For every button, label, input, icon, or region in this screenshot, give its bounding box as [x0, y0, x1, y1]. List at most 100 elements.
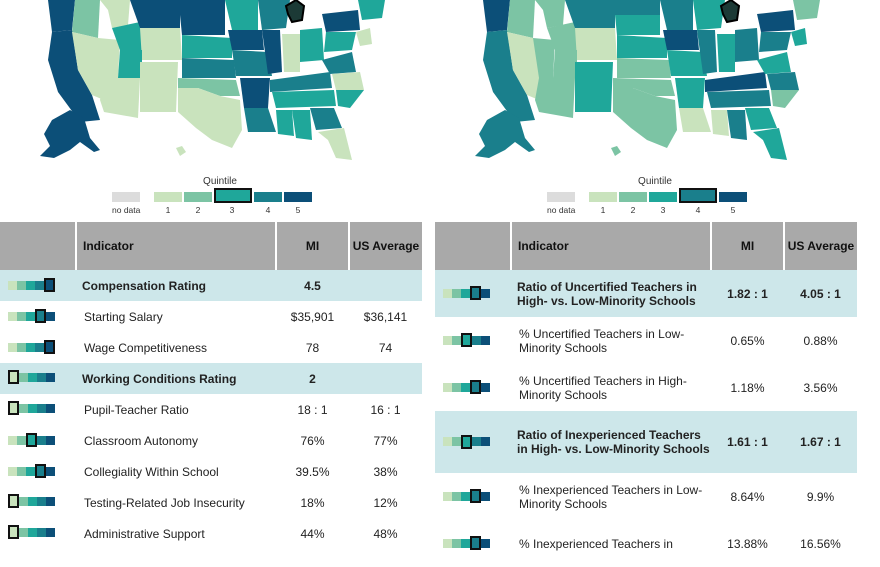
map-state: [617, 35, 667, 58]
quintile-segment: [470, 489, 481, 504]
legend-label-3: 3: [660, 205, 666, 215]
quintile-segment: [452, 382, 461, 392]
quintile-indicator: [8, 278, 55, 293]
legend-label-1: 1: [165, 205, 171, 215]
quintile-segment: [17, 466, 26, 476]
quintile-indicator: [443, 536, 490, 551]
table-row[interactable]: Testing-Related Job Insecurity 18% 12%: [0, 487, 422, 518]
legend-q3-swatch: [649, 192, 677, 202]
michigan-state: [284, 0, 306, 24]
table-row[interactable]: Ratio of Inexperienced Teachers in High-…: [435, 411, 857, 473]
quintile-indicator-cell: [435, 317, 511, 364]
map-state: [112, 22, 142, 50]
quintile-segment: [472, 335, 481, 345]
quintile-indicator-cell: [435, 364, 511, 411]
table-row[interactable]: Collegiality Within School 39.5% 38%: [0, 456, 422, 487]
quintile-segment: [37, 435, 46, 445]
hawaii-state: [611, 146, 621, 156]
header-mi: MI: [276, 222, 350, 270]
us-average-value: 16 : 1: [370, 402, 401, 417]
table-row[interactable]: Starting Salary $35,901 $36,141: [0, 301, 422, 332]
quintile-indicator-cell: [435, 270, 511, 317]
quintile-segment: [17, 435, 26, 445]
map-state: [356, 28, 372, 46]
map-state: [270, 72, 332, 92]
quintile-indicator-cell: [435, 473, 511, 520]
us-average-value: [349, 363, 422, 394]
table-row[interactable]: % Uncertified Teachers in Low-Minority S…: [435, 317, 857, 364]
us-average-value: 4.05 : 1: [784, 270, 857, 317]
table-header-row: Indicator MI US Average: [435, 222, 857, 270]
quintile-segment: [28, 403, 37, 413]
map-state: [300, 28, 324, 62]
map-state: [100, 78, 140, 118]
map-state: [711, 110, 729, 136]
quintile-segment: [19, 403, 28, 413]
indicator-label: Ratio of Inexperienced Teachers in High-…: [511, 411, 711, 473]
quintile-segment: [35, 309, 46, 324]
table-row[interactable]: Compensation Rating 4.5: [0, 270, 422, 301]
header-indicator: Indicator: [511, 222, 712, 270]
indicator-label: Collegiality Within School: [84, 464, 219, 479]
quintile-segment: [37, 496, 46, 506]
table-row[interactable]: Ratio of Uncertified Teachers in High- v…: [435, 270, 857, 317]
quintile-segment: [452, 437, 461, 447]
table-row[interactable]: Wage Competitiveness 78 74: [0, 332, 422, 363]
legend-q5-swatch: [719, 192, 747, 202]
quintile-segment: [46, 435, 55, 445]
map-state: [615, 15, 660, 35]
table-row[interactable]: % Inexperienced Teachers in 13.88% 16.56%: [435, 520, 857, 567]
table-row[interactable]: Classroom Autonomy 76% 77%: [0, 425, 422, 456]
quintile-segment: [8, 435, 17, 445]
quintile-segment: [472, 437, 481, 447]
quintile-segment: [8, 466, 17, 476]
table-row[interactable]: % Inexperienced Teachers in Low-Minority…: [435, 473, 857, 520]
quintile-indicator: [8, 433, 55, 448]
quintile-segment: [37, 372, 46, 382]
us-average-value: 3.56%: [803, 380, 838, 395]
map-state: [707, 90, 771, 108]
quintile-indicator-cell: [435, 520, 511, 567]
quintile-indicator: [443, 489, 490, 504]
table-row[interactable]: % Uncertified Teachers in High-Minority …: [435, 364, 857, 411]
map-state: [553, 50, 577, 78]
legend-label-1: 1: [600, 205, 606, 215]
quintile-segment: [481, 382, 490, 392]
us-choropleth-map-right[interactable]: [435, 0, 857, 170]
quintile-indicator: [8, 401, 55, 415]
map-state: [276, 110, 294, 136]
map-state: [240, 78, 270, 108]
quintile-segment: [452, 335, 461, 345]
legend-nodata-label: no data: [547, 205, 576, 215]
table-row[interactable]: Pupil-Teacher Ratio 18 : 1 16 : 1: [0, 394, 422, 425]
map-state: [140, 28, 182, 60]
map-state: [72, 0, 100, 38]
table-row[interactable]: Administrative Support 44% 48%: [0, 518, 422, 549]
mi-value: 1.18%: [730, 380, 765, 395]
quintile-indicator-cell: [435, 411, 511, 473]
map-state: [48, 0, 75, 32]
map-state: [178, 78, 240, 96]
map-state: [693, 0, 725, 30]
indicator-label: % Inexperienced Teachers in Low-Minority…: [519, 482, 703, 511]
us-choropleth-map-left[interactable]: [0, 0, 422, 170]
map-state: [140, 62, 178, 112]
alaska-state: [475, 110, 535, 158]
map-state: [717, 34, 735, 72]
map-state: [258, 0, 290, 30]
header-quintile-col: [0, 222, 77, 270]
indicator-label: % Uncertified Teachers in Low-Minority S…: [519, 326, 685, 355]
map-state: [615, 0, 660, 15]
quintile-segment: [46, 372, 55, 382]
map-state: [535, 0, 565, 28]
quintile-segment: [26, 433, 37, 448]
map-state: [507, 0, 535, 38]
map-state: [332, 72, 364, 90]
us-average-value: 0.88%: [803, 333, 838, 348]
map-state: [118, 50, 142, 78]
map-state: [180, 0, 225, 15]
legend-q4-swatch: [254, 192, 282, 202]
table-row[interactable]: Working Conditions Rating 2: [0, 363, 422, 394]
quintile-segment: [443, 491, 452, 501]
map-state: [667, 50, 707, 76]
